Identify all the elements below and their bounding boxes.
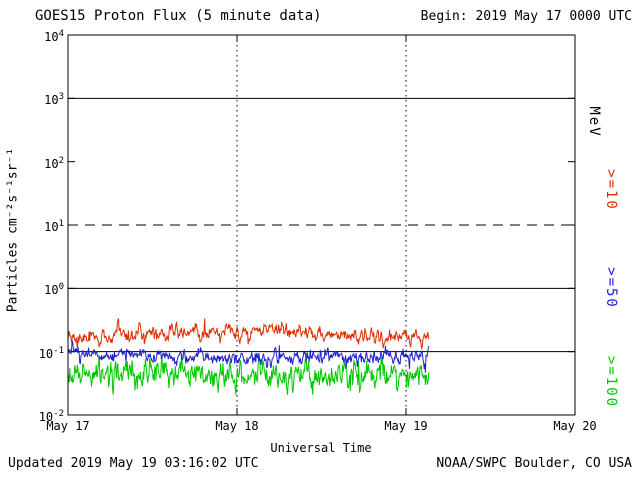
updated-timestamp: Updated 2019 May 19 03:16:02 UTC [8, 456, 259, 471]
y-tick-label: 102 [44, 155, 64, 171]
x-tick-label: May 18 [215, 419, 259, 433]
series-label-ge50: >=50 [603, 267, 619, 309]
x-tick-label: May 19 [384, 419, 428, 433]
y-tick-label: 10-2 [38, 409, 64, 424]
y-tick-label: 104 [44, 29, 64, 44]
series-label-ge10: >=10 [603, 169, 619, 211]
y-tick-label: 101 [44, 219, 64, 234]
y-tick-label: 100 [44, 282, 64, 298]
begin-timestamp: Begin: 2019 May 17 0000 UTC [420, 9, 632, 24]
x-tick-label: May 20 [553, 419, 597, 433]
chart-title: GOES15 Proton Flux (5 minute data) [35, 8, 322, 24]
y-tick-label: 10-1 [38, 345, 64, 361]
right-axis-unit-label: MeV [586, 106, 602, 138]
y-tick-label: 103 [44, 92, 64, 108]
source-attribution: NOAA/SWPC Boulder, CO USA [436, 456, 632, 471]
series-label-ge100: >=100 [603, 355, 619, 409]
x-axis-title: Universal Time [270, 441, 372, 455]
x-tick-label: May 17 [46, 419, 90, 433]
